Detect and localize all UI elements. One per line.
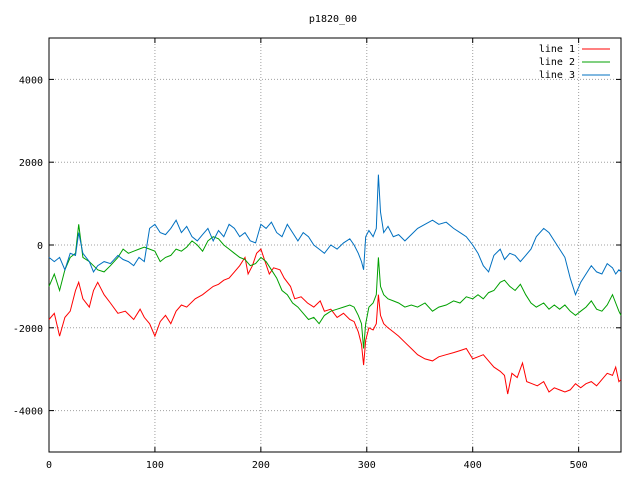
x-tick-label: 500 [570, 460, 588, 471]
x-tick-label: 300 [358, 460, 376, 471]
y-tick-label: -2000 [13, 324, 43, 335]
axes: 0 100 200 300 400 500 -4000 -2000 0 2000 4000 [13, 37, 622, 471]
legend-label-1: line 1 [539, 44, 575, 55]
chart-title: p1820_00 [309, 14, 357, 25]
x-tick-label: 100 [146, 460, 164, 471]
y-tick-label: 4000 [19, 75, 43, 86]
series-lines [48, 174, 622, 395]
legend-label-2: line 2 [539, 57, 575, 68]
series-line-3 [48, 174, 622, 297]
x-tick-label: 400 [464, 460, 482, 471]
series-line-2 [48, 224, 622, 349]
x-tick-label: 200 [252, 460, 270, 471]
series-line-1 [48, 248, 622, 395]
legend-label-3: line 3 [539, 70, 575, 81]
y-tick-label: 0 [37, 241, 43, 252]
grid [49, 38, 621, 452]
x-tick-label: 0 [46, 460, 52, 471]
y-tick-label: -4000 [13, 407, 43, 418]
legend: line 1 line 2 line 3 [539, 44, 610, 81]
y-tick-label: 2000 [19, 158, 43, 169]
